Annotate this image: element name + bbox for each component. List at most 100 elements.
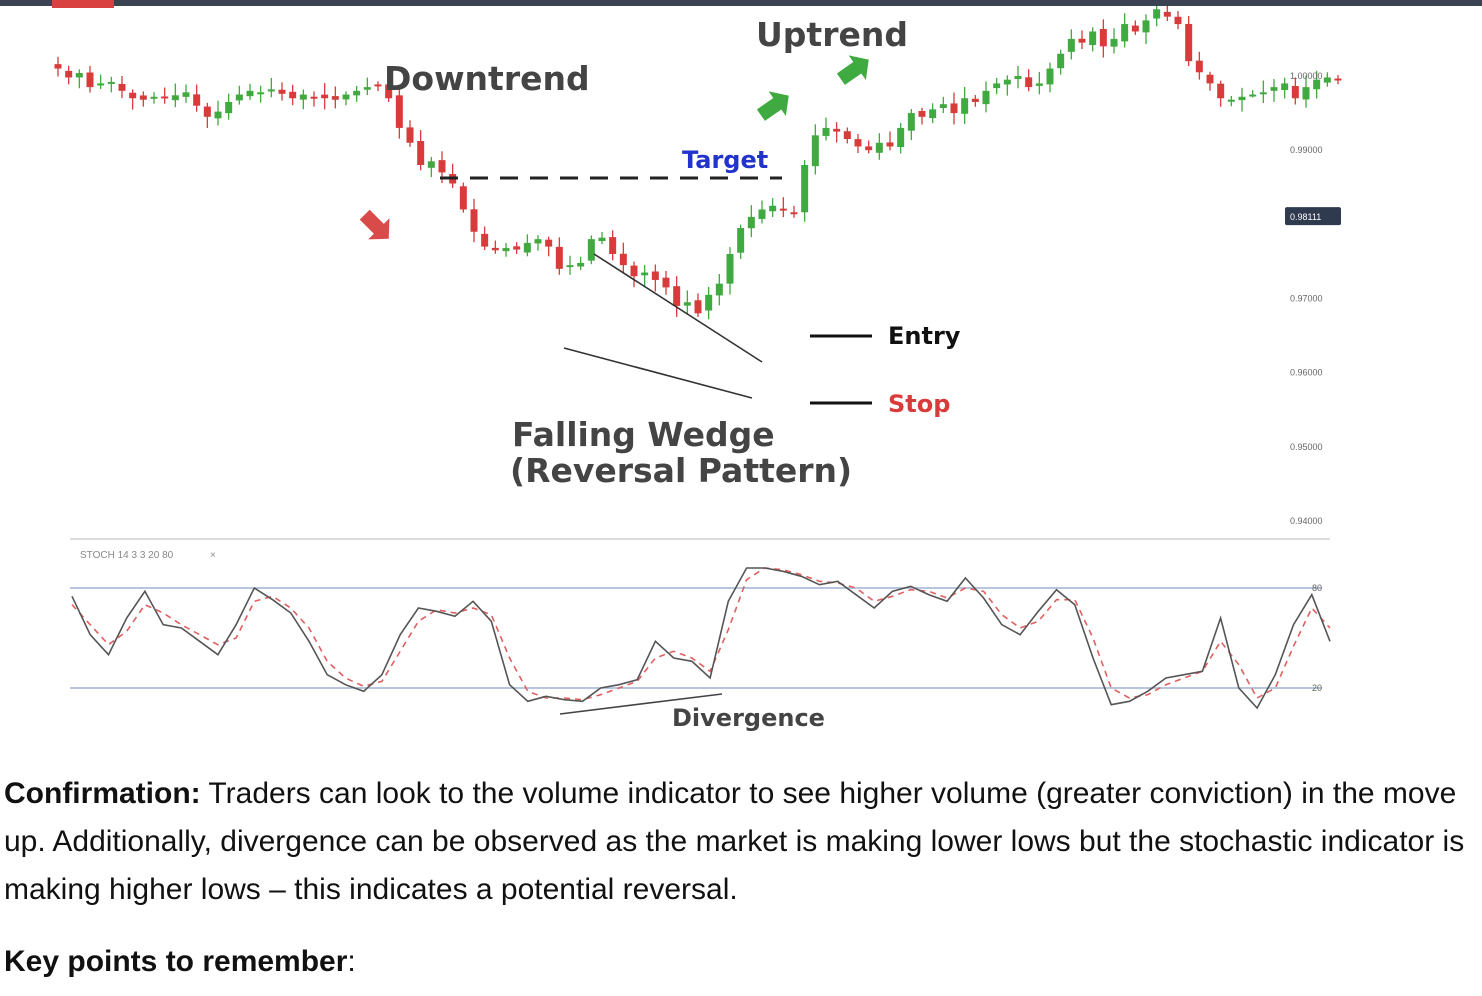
- candle-body: [299, 94, 307, 100]
- uptrend-label: Uptrend: [756, 15, 908, 54]
- candle-body: [1334, 78, 1342, 81]
- candle-body: [918, 111, 926, 117]
- chart-annotations: Target Entry Stop Downtrend Uptrend Fall…: [359, 15, 961, 490]
- pattern-label-line1: Falling Wedge: [512, 415, 775, 454]
- candle-body: [225, 101, 233, 114]
- candle-body: [427, 161, 435, 168]
- candle-body: [1067, 38, 1075, 52]
- candle-body: [598, 237, 606, 242]
- candlestick-series: [54, 6, 1342, 320]
- candle-body: [886, 142, 894, 147]
- candle-body: [865, 146, 873, 151]
- candle-body: [971, 98, 979, 102]
- top-bar: [0, 0, 1482, 6]
- wedge-lower-line: [563, 347, 753, 399]
- candle-body: [726, 254, 734, 284]
- candle-body: [1259, 92, 1267, 95]
- candle-body: [182, 92, 190, 97]
- candle-body: [481, 233, 489, 247]
- candle-body: [1195, 60, 1203, 73]
- candle-body: [374, 84, 382, 87]
- candle-body: [651, 271, 659, 280]
- candle-body: [1281, 83, 1289, 90]
- divergence-line: [559, 693, 723, 715]
- candle-body: [1163, 11, 1171, 17]
- candle-body: [331, 96, 339, 100]
- candle-body: [150, 96, 158, 99]
- keypoints-label: Key points to remember: [4, 945, 348, 978]
- candle-body: [257, 92, 265, 95]
- candle-body: [577, 262, 585, 267]
- stoch-d-line: [71, 567, 1331, 701]
- top-bar-accent: [52, 0, 114, 8]
- price-tick-label: 0.99000: [1290, 145, 1323, 155]
- candle-body: [203, 106, 211, 117]
- candle-body: [843, 131, 851, 140]
- candle-body: [1227, 99, 1235, 102]
- candle-body: [214, 111, 222, 119]
- candle-body: [65, 70, 73, 78]
- candle-body: [1291, 86, 1299, 99]
- candle-body: [747, 216, 755, 229]
- candle-body: [587, 239, 595, 261]
- oscillator-close-icon: ×: [210, 550, 216, 561]
- candle-body: [129, 92, 137, 99]
- candle-body: [1142, 20, 1150, 33]
- keypoints-heading: Key points to remember:: [4, 938, 356, 986]
- candle-body: [1025, 77, 1033, 88]
- candle-body: [950, 103, 958, 114]
- candle-body: [278, 89, 286, 94]
- candle-body: [513, 246, 521, 250]
- candle-body: [353, 90, 361, 96]
- candle-body: [491, 247, 499, 251]
- candle-body: [641, 272, 649, 276]
- stoch-k-line: [71, 567, 1331, 710]
- oscillator-label: STOCH 14 3 3 20 80: [80, 550, 174, 561]
- candle-body: [737, 228, 745, 253]
- up-arrow-icon: [756, 91, 789, 121]
- candle-body: [1110, 38, 1118, 47]
- candle-body: [993, 83, 1001, 89]
- current-price-label: 0.98111: [1290, 212, 1321, 222]
- candle-body: [758, 209, 766, 219]
- candle-body: [1131, 25, 1139, 32]
- candle-body: [961, 98, 969, 114]
- candle-body: [1089, 31, 1097, 46]
- candle-body: [1078, 38, 1086, 43]
- target-label: Target: [682, 146, 768, 174]
- candle-body: [86, 72, 94, 88]
- candle-body: [235, 94, 243, 101]
- candle-body: [1121, 24, 1129, 42]
- confirmation-paragraph: Confirmation: Traders can look to the vo…: [4, 770, 1474, 914]
- candle-body: [118, 83, 126, 91]
- candle-body: [1323, 77, 1331, 83]
- candle-body: [267, 89, 275, 92]
- downtrend-label: Downtrend: [384, 59, 590, 98]
- candle-body: [1153, 9, 1161, 19]
- price-tick-label: 1.00000: [1290, 71, 1323, 81]
- candle-body: [822, 127, 830, 136]
- candle-body: [907, 113, 915, 131]
- candle-body: [619, 253, 627, 266]
- candle-body: [534, 239, 542, 244]
- price-axis: 1.00000 0.99000 0.97000 0.96000 0.95000 0.940…: [1285, 71, 1341, 526]
- candle-body: [459, 186, 467, 210]
- candle-body: [75, 73, 83, 78]
- level-80-tick: 80: [1312, 583, 1322, 593]
- price-tick-label: 0.97000: [1290, 294, 1323, 304]
- candle-body: [1174, 16, 1182, 25]
- pattern-label-line2: (Reversal Pattern): [510, 451, 852, 490]
- price-tick-label: 0.94000: [1290, 516, 1323, 526]
- candle-body: [779, 208, 787, 211]
- candle-body: [1003, 79, 1011, 85]
- candle-body: [438, 160, 446, 173]
- candle-body: [1313, 79, 1321, 90]
- candle-body: [1057, 53, 1065, 69]
- current-price-badge: [1285, 207, 1341, 226]
- price-tick-label: 0.95000: [1290, 442, 1323, 452]
- candle-body: [929, 109, 937, 119]
- candle-body: [342, 94, 350, 100]
- candle-body: [523, 242, 531, 253]
- candle-body: [566, 265, 574, 268]
- confirmation-label: Confirmation:: [4, 777, 201, 810]
